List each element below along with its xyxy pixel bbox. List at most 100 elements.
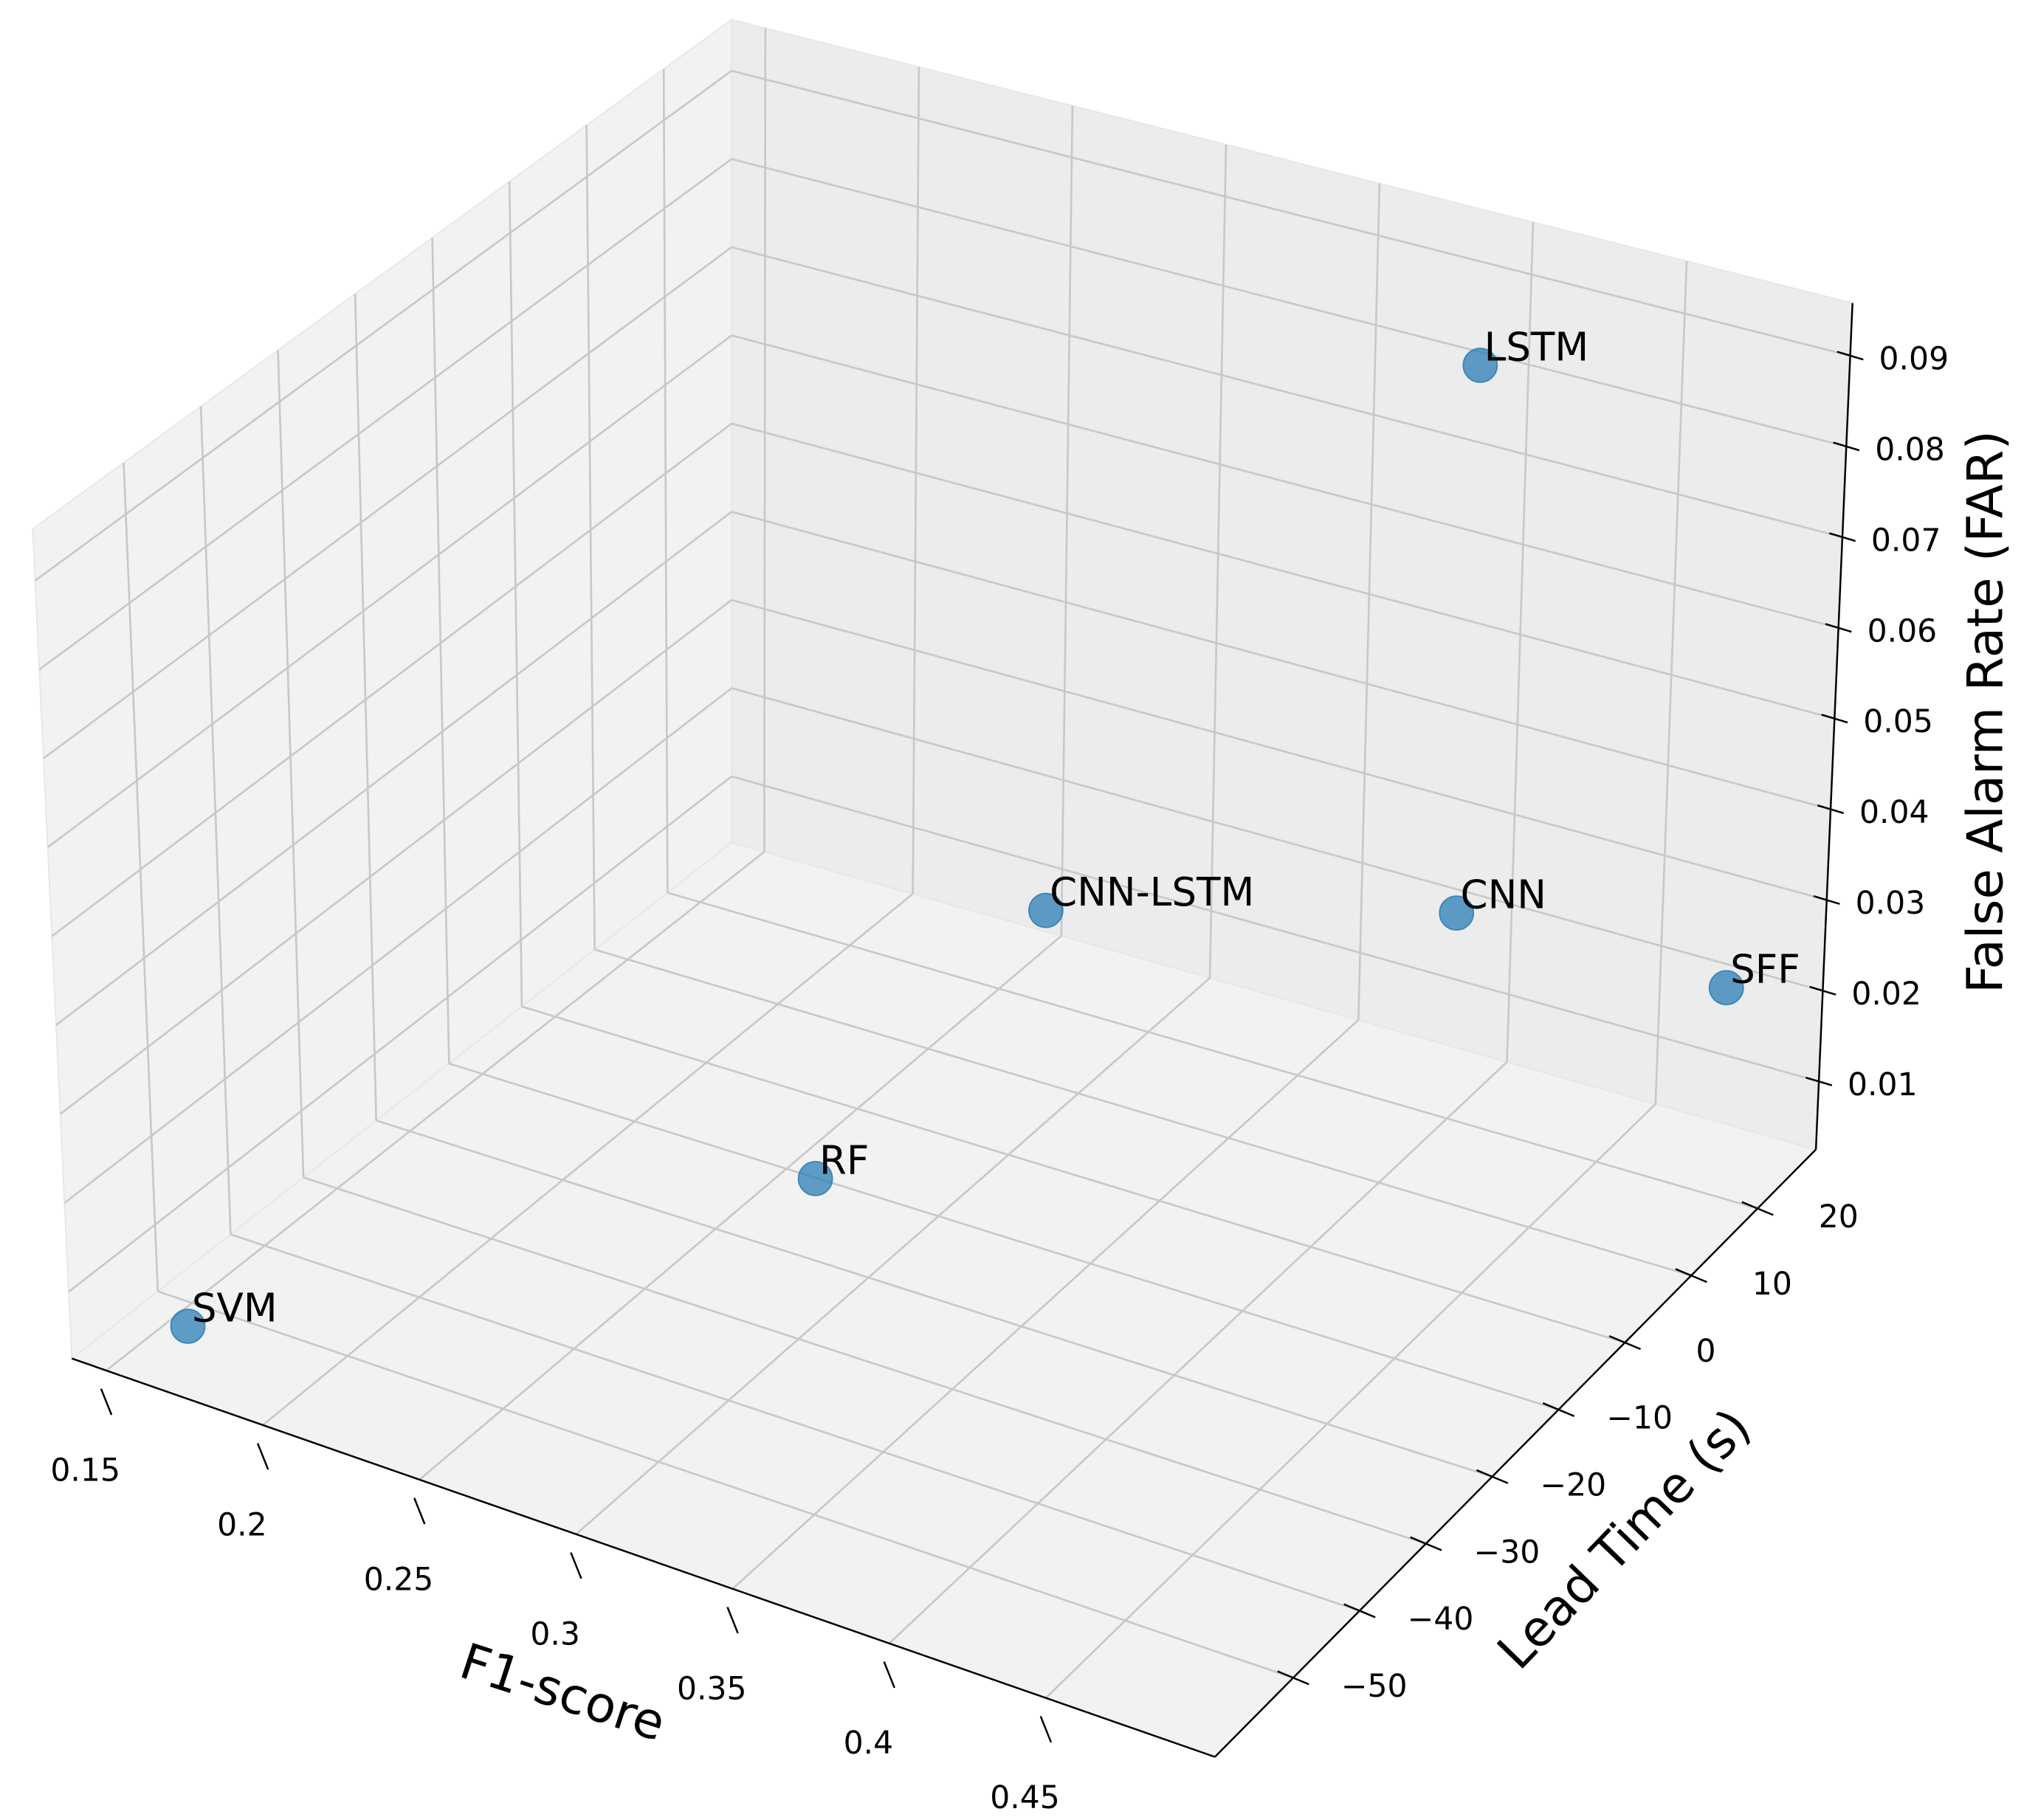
grid-line	[106, 851, 765, 1371]
grid-line	[1357, 183, 1381, 1021]
y-tick-label: −40	[1408, 1602, 1474, 1638]
grid-line	[731, 158, 1847, 448]
point	[170, 1309, 206, 1344]
grid-line	[662, 69, 669, 893]
point-label: CNN	[1461, 872, 1546, 917]
points: SVM RF CNN-LSTM CNN SFF LSTM	[170, 324, 1800, 1344]
x-tick-label: 0.4	[844, 1726, 894, 1762]
grid-line	[575, 977, 1211, 1535]
y-axis-line	[1214, 1148, 1817, 1758]
grid-line	[731, 1019, 1360, 1590]
grid-line	[585, 125, 596, 950]
x-tick-label: 0.45	[990, 1780, 1060, 1816]
grid-line	[47, 334, 732, 849]
x-tick-mark	[100, 1388, 113, 1416]
grid-line	[731, 511, 1831, 810]
y-tick-label: 20	[1819, 1199, 1859, 1235]
grid-line	[51, 422, 732, 937]
z-tick-label: 0.09	[1879, 342, 1949, 378]
z-tick-label: 0.08	[1875, 432, 1945, 468]
grid-line	[448, 1062, 1559, 1411]
grid-line	[508, 181, 523, 1007]
point-label: RF	[819, 1137, 869, 1183]
point	[1708, 970, 1744, 1006]
grid-line	[731, 599, 1828, 901]
grid-line	[888, 1061, 1508, 1644]
y-tick-label: −50	[1341, 1669, 1408, 1705]
point-label: SFF	[1730, 947, 1800, 993]
grid-line	[763, 28, 767, 852]
grid-line	[230, 1233, 1360, 1612]
x-tick-label: 0.2	[217, 1507, 267, 1543]
x-tick-label: 0.35	[677, 1671, 747, 1707]
grid-line	[667, 892, 1758, 1210]
grid-line	[123, 462, 159, 1292]
x-tick-mark	[883, 1661, 895, 1689]
y-tick-label: 0	[1696, 1334, 1716, 1370]
point	[1462, 348, 1498, 383]
grid-line	[1654, 261, 1688, 1105]
grid-line	[59, 599, 732, 1115]
z-tick-label: 0.01	[1848, 1067, 1918, 1103]
grid-line	[731, 334, 1839, 629]
grid-line	[594, 948, 1692, 1277]
grid-line	[262, 893, 914, 1426]
x-tick-mark	[413, 1497, 426, 1525]
grid-line	[277, 350, 305, 1178]
point-label: SVM	[192, 1285, 278, 1331]
grid-line	[731, 775, 1820, 1083]
x-tick-label: 0.3	[530, 1616, 580, 1652]
point-label: LSTM	[1484, 324, 1588, 370]
y-tick-label: 10	[1752, 1266, 1792, 1303]
y-tick-label: −20	[1540, 1467, 1607, 1503]
grid-line	[1506, 222, 1535, 1063]
grid-line	[731, 422, 1835, 720]
x-axis-line	[71, 1357, 1216, 1758]
grid-line	[63, 687, 732, 1204]
point-label: CNN-LSTM	[1050, 869, 1254, 915]
z-tick-label: 0.02	[1851, 976, 1921, 1013]
grid-line	[38, 158, 732, 671]
x-tick-mark	[1039, 1715, 1053, 1743]
grid-line	[68, 775, 732, 1293]
z-axis-line	[1814, 303, 1853, 1150]
grid-line	[1044, 1103, 1656, 1699]
grid-line	[303, 1176, 1427, 1545]
grid-line	[521, 1005, 1625, 1344]
z-tick-label: 0.04	[1859, 795, 1929, 831]
z-tick-label: 0.06	[1867, 613, 1938, 649]
grid-line	[376, 1119, 1493, 1478]
z-tick-label: 0.07	[1871, 523, 1941, 559]
grid-line	[419, 935, 1062, 1481]
grid-line	[1060, 106, 1074, 937]
grid	[34, 28, 1851, 1699]
grid-line	[34, 69, 732, 582]
x-tick-mark	[256, 1443, 269, 1470]
x-tick-mark	[570, 1552, 582, 1579]
z-tick-label: 0.03	[1856, 886, 1926, 922]
grid-line	[431, 238, 450, 1064]
z-tick-label: 0.05	[1863, 704, 1933, 740]
grid-line	[731, 69, 1851, 357]
grid-line	[1208, 144, 1228, 979]
axes: 0.15 0.2 0.25 0.3 0.35 0.4 0.45 −50−40−30−20 −10…	[50, 303, 1949, 1816]
z-axis-title: False Alarm Rate (FAR)	[1956, 430, 2014, 993]
grid-line	[199, 406, 232, 1235]
point	[1027, 892, 1064, 928]
point	[797, 1161, 833, 1196]
grid-line	[43, 246, 732, 759]
y-tick-label: −10	[1606, 1401, 1673, 1437]
x-tick-label: 0.25	[364, 1562, 434, 1598]
x-tick-label: 0.15	[50, 1453, 120, 1489]
grid-line	[55, 511, 732, 1027]
grid-line	[157, 1290, 1294, 1679]
grid-line	[354, 294, 378, 1121]
x-tick-mark	[726, 1607, 739, 1634]
grid-line	[731, 246, 1843, 539]
grid-line	[912, 66, 920, 895]
y-tick-label: −30	[1474, 1534, 1540, 1571]
point	[1439, 895, 1475, 931]
grid-line	[731, 687, 1823, 992]
